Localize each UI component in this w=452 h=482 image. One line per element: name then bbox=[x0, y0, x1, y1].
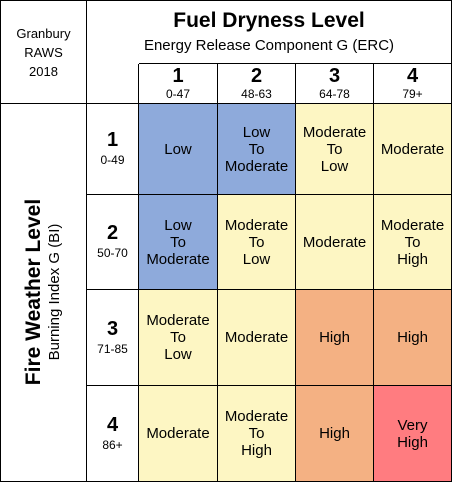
station-year: 2018 bbox=[29, 63, 58, 79]
rating-text: Moderate To Low bbox=[146, 312, 210, 363]
rating-text: High bbox=[397, 329, 428, 346]
fire-weather-header: Fire Weather Level Burning Index G (BI) bbox=[1, 103, 86, 481]
rating-cell-r2-c2: Moderate To Low bbox=[218, 195, 295, 289]
grid-line bbox=[1, 103, 451, 104]
column-range: 79+ bbox=[402, 87, 423, 101]
rating-cell-r4-c3: High bbox=[296, 386, 373, 481]
station-type: RAWS bbox=[24, 44, 63, 60]
fuel-dryness-subtitle: Energy Release Component G (ERC) bbox=[143, 37, 395, 54]
column-number: 2 bbox=[250, 65, 263, 87]
row-number: 2 bbox=[106, 222, 119, 244]
grid-line bbox=[295, 64, 296, 481]
grid-line bbox=[87, 385, 451, 386]
rating-text: Moderate bbox=[380, 140, 445, 158]
rating-cell-r2-c4: Moderate To High bbox=[374, 195, 451, 289]
station-label: Granbury RAWS 2018 bbox=[1, 1, 86, 103]
rating-cell-r1-c3: Moderate To Low bbox=[296, 104, 373, 194]
rating-cell-r1-c1: Low bbox=[139, 104, 217, 194]
column-number: 4 bbox=[406, 65, 419, 87]
rating-text: Low To Moderate bbox=[146, 216, 210, 268]
rating-text: Very High bbox=[397, 416, 428, 451]
row-number: 3 bbox=[106, 317, 119, 340]
rating-cell-r4-c1: Moderate bbox=[139, 386, 217, 481]
rating-cell-r3-c4: High bbox=[374, 290, 451, 385]
rating-cell-r3-c1: Moderate To Low bbox=[139, 290, 217, 385]
rating-cell-r3-c2: Moderate bbox=[218, 290, 295, 385]
row-header-3: 3 71-85 bbox=[87, 290, 138, 385]
rating-cell-r4-c4: Very High bbox=[374, 386, 451, 481]
column-header-1: 1 0-47 bbox=[139, 64, 217, 103]
row-range: 71-85 bbox=[97, 341, 128, 356]
column-header-3: 3 64-78 bbox=[296, 64, 373, 103]
row-header-1: 1 0-49 bbox=[87, 104, 138, 194]
rating-text: Moderate bbox=[302, 233, 367, 251]
rating-text: Moderate To High bbox=[380, 216, 445, 268]
grid-line bbox=[87, 194, 451, 195]
column-range: 64-78 bbox=[319, 87, 350, 101]
rating-text: High bbox=[319, 329, 350, 346]
fire-weather-subtitle: Burning Index G (BI) bbox=[46, 223, 63, 361]
row-number: 1 bbox=[106, 129, 119, 151]
rating-text: Low bbox=[164, 140, 192, 158]
row-header-2: 2 50-70 bbox=[87, 195, 138, 289]
column-header-2: 2 48-63 bbox=[218, 64, 295, 103]
row-range: 50-70 bbox=[97, 246, 128, 260]
rating-text: Moderate bbox=[224, 329, 289, 346]
rating-cell-r1-c2: Low To Moderate bbox=[218, 104, 295, 194]
column-range: 0-47 bbox=[165, 87, 191, 101]
row-range: 0-49 bbox=[100, 153, 125, 167]
grid-line bbox=[86, 1, 87, 481]
column-number: 1 bbox=[172, 65, 184, 87]
rating-cell-r3-c3: High bbox=[296, 290, 373, 385]
grid-line bbox=[139, 63, 451, 64]
grid-line bbox=[87, 289, 451, 290]
rating-cell-r2-c1: Low To Moderate bbox=[139, 195, 217, 289]
row-number: 4 bbox=[106, 413, 119, 436]
rating-cell-r4-c2: Moderate To High bbox=[218, 386, 295, 481]
column-number: 3 bbox=[328, 65, 341, 87]
rating-text: High bbox=[319, 425, 350, 442]
rating-text: Moderate To Low bbox=[302, 123, 367, 175]
grid-line bbox=[373, 64, 374, 481]
rating-text: Moderate To High bbox=[224, 408, 289, 459]
rating-cell-r1-c4: Moderate bbox=[374, 104, 451, 194]
rating-cell-r2-c3: Moderate bbox=[296, 195, 373, 289]
grid-line bbox=[138, 64, 139, 481]
column-header-4: 4 79+ bbox=[374, 64, 451, 103]
column-range: 48-63 bbox=[241, 87, 272, 101]
rating-text: Low To Moderate bbox=[224, 123, 289, 175]
grid-line bbox=[217, 64, 218, 481]
rating-text: Moderate To Low bbox=[224, 216, 289, 268]
rating-text: Moderate bbox=[146, 425, 210, 442]
fire-weather-title: Fire Weather Level bbox=[22, 198, 45, 386]
fuel-dryness-title: Fuel Dryness Level bbox=[173, 9, 365, 32]
row-range: 86+ bbox=[102, 437, 123, 452]
station-name: Granbury bbox=[16, 25, 71, 41]
row-header-4: 4 86+ bbox=[87, 386, 138, 481]
